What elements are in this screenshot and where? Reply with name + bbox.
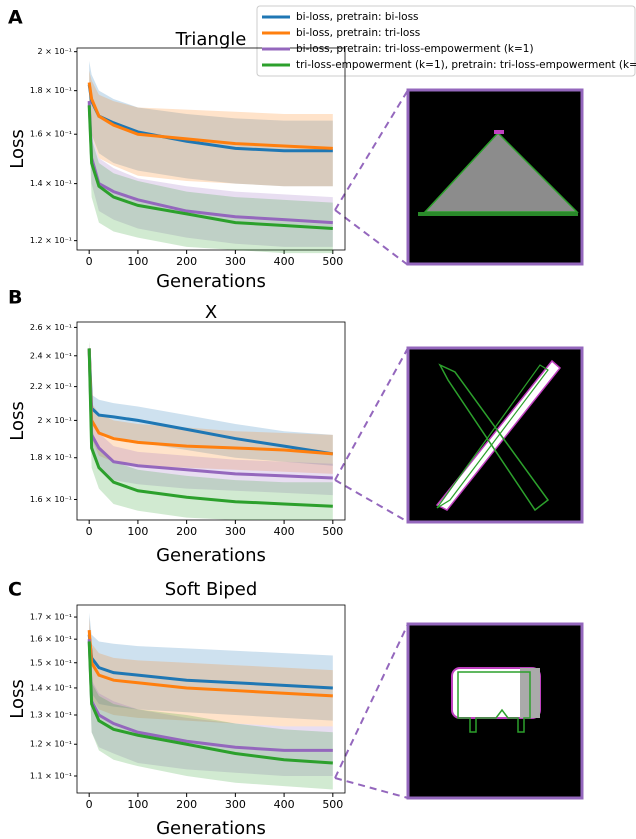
band	[89, 90, 333, 254]
chart-title: Soft Biped	[165, 579, 258, 600]
y-tick-label: 1.1 × 10⁻¹	[30, 772, 72, 781]
x-tick-label: 0	[86, 798, 93, 811]
series-line	[87, 348, 334, 456]
y-tick-label: 1.3 × 10⁻¹	[30, 711, 72, 720]
x-tick-label: 100	[127, 798, 148, 811]
plot-frame	[76, 47, 346, 251]
legend-label: bi-loss, pretrain: tri-loss	[296, 27, 420, 39]
x-tick-label: 400	[274, 255, 295, 268]
thumbnail-x	[334, 346, 584, 524]
y-tick-label: 2 × 10⁻¹	[38, 47, 73, 56]
plot-frame	[76, 604, 346, 794]
y-tick-label: 2.2 × 10⁻¹	[30, 382, 72, 391]
y-tick-label: 2.6 × 10⁻¹	[30, 323, 72, 332]
y-axis-label: Loss	[7, 129, 28, 168]
series-line	[87, 641, 333, 765]
y-tick-label: 1.7 × 10⁻¹	[30, 613, 72, 622]
x-tick-label: 300	[225, 798, 246, 811]
chart-title: X	[205, 302, 217, 323]
band	[89, 341, 333, 466]
x-tick-label: 400	[274, 798, 295, 811]
x-tick-label: 300	[225, 255, 246, 268]
panel-letter: A	[8, 7, 23, 29]
y-tick-label: 1.5 × 10⁻¹	[30, 658, 72, 667]
series-line	[87, 348, 333, 480]
band	[89, 341, 333, 520]
y-tick-label: 1.8 × 10⁻¹	[30, 453, 72, 462]
x-tick-label: 100	[127, 255, 148, 268]
plot-frame	[76, 321, 346, 521]
x-tick-label: 200	[176, 255, 197, 268]
panel-letter: C	[8, 579, 22, 601]
band	[89, 70, 333, 187]
thumbnail-triangle	[334, 88, 584, 266]
band	[89, 61, 333, 187]
x-tick-label: 0	[86, 255, 93, 268]
band	[89, 341, 333, 474]
y-tick-label: 1.4 × 10⁻¹	[30, 683, 72, 692]
panel-letter: B	[8, 287, 22, 309]
y-tick-label: 1.8 × 10⁻¹	[30, 86, 72, 95]
x-axis-label: Generations	[156, 818, 266, 839]
chart-title: Triangle	[175, 29, 247, 50]
legend-label: bi-loss, pretrain: tri-loss-empowerment …	[296, 43, 534, 55]
x-tick-label: 400	[274, 525, 295, 538]
series-line	[87, 82, 333, 150]
y-tick-label: 2.4 × 10⁻¹	[30, 351, 72, 360]
series-line	[87, 630, 333, 698]
series-line	[87, 105, 333, 231]
legend-label: bi-loss, pretrain: bi-loss	[296, 11, 419, 23]
thumbnail-biped	[334, 622, 584, 800]
x-tick-label: 100	[127, 525, 148, 538]
x-tick-label: 200	[176, 525, 197, 538]
band	[89, 617, 333, 727]
band	[89, 341, 333, 496]
legend-label: tri-loss-empowerment (k=1), pretrain: tr…	[296, 59, 636, 71]
y-tick-label: 1.6 × 10⁻¹	[30, 130, 72, 139]
series-line	[87, 634, 333, 690]
x-tick-label: 300	[225, 525, 246, 538]
legend-frame	[256, 5, 636, 77]
y-tick-label: 1.4 × 10⁻¹	[30, 179, 72, 188]
y-tick-label: 1.2 × 10⁻¹	[30, 236, 72, 245]
x-tick-label: 0	[86, 525, 93, 538]
x-tick-label: 500	[322, 798, 343, 811]
y-axis-label: Loss	[7, 679, 28, 718]
y-tick-label: 2 × 10⁻¹	[38, 416, 73, 425]
y-tick-label: 1.2 × 10⁻¹	[30, 740, 72, 749]
series-line	[87, 348, 333, 456]
y-axis-label: Loss	[7, 401, 28, 440]
x-axis-label: Generations	[156, 271, 266, 292]
x-axis-label: Generations	[156, 545, 266, 566]
series-line	[87, 348, 333, 508]
x-tick-label: 500	[322, 525, 343, 538]
y-tick-label: 1.6 × 10⁻¹	[30, 635, 72, 644]
x-tick-label: 500	[322, 255, 343, 268]
x-tick-label: 200	[176, 798, 197, 811]
y-tick-label: 1.6 × 10⁻¹	[30, 495, 72, 504]
